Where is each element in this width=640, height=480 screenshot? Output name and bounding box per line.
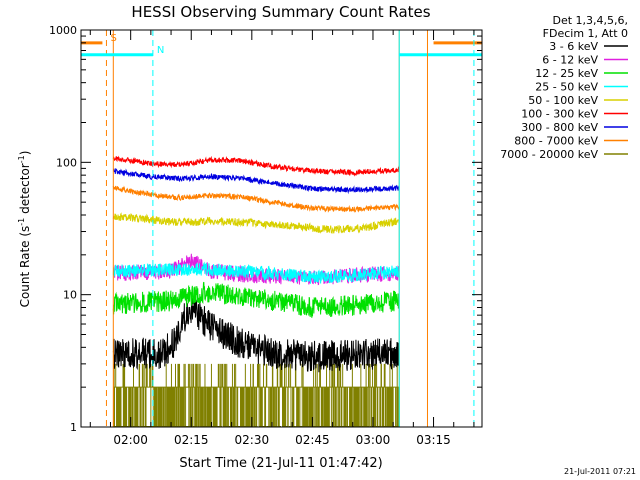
y-tick-label: 10 — [63, 289, 77, 302]
x-axis-label: Start Time (21-Jul-11 01:47:42) — [179, 456, 382, 471]
series-layer — [112, 155, 400, 427]
chart-title: HESSI Observing Summary Count Rates — [131, 3, 430, 21]
legend-entry-3-6-kev: 3 - 6 keV — [549, 40, 628, 53]
series-100-300-kev — [112, 155, 400, 177]
legend-label: 3 - 6 keV — [549, 40, 598, 53]
x-tick-label: 02:45 — [295, 433, 330, 447]
series-trace — [112, 185, 400, 213]
legend-entry-7000-20000-kev: 7000 - 20000 keV — [500, 148, 628, 161]
footer-date: 21-Jul-2011 07:21 — [564, 467, 636, 476]
x-tick-label: 02:00 — [113, 433, 148, 447]
plot-frame — [80, 29, 483, 428]
legend-entry-100-300-kev: 100 - 300 keV — [521, 108, 628, 121]
x-tick-label: 02:15 — [174, 433, 209, 447]
series-trace — [112, 261, 400, 284]
legend-header-2: FDecim 1, Att 0 — [543, 27, 628, 40]
legend-entry-25-50-kev: 25 - 50 keV — [535, 81, 628, 94]
x-tick-label: 03:15 — [416, 433, 451, 447]
legend-entry-6-12-kev: 6 - 12 keV — [542, 54, 628, 67]
legend-label: 100 - 300 keV — [521, 108, 598, 121]
legend-label: 300 - 800 keV — [521, 121, 598, 134]
series-3-6-kev — [112, 295, 400, 373]
y-axis-label-mid: detector — [18, 163, 32, 218]
legend-entry-50-100-kev: 50 - 100 keV — [528, 94, 628, 107]
x-tick-label: 02:30 — [235, 433, 270, 447]
series-trace — [112, 167, 400, 195]
y-axis-label-sup1: -1 — [17, 218, 26, 226]
legend-label: 12 - 25 keV — [535, 67, 598, 80]
series-12-25-kev — [112, 281, 400, 318]
legend-entry-12-25-kev: 12 - 25 keV — [535, 67, 628, 80]
legend-label: 6 - 12 keV — [542, 54, 598, 67]
series-trace — [112, 212, 400, 234]
y-tick-label: 1 — [70, 421, 77, 434]
annotation-marker — [398, 30, 482, 427]
overlay-layer: SN — [80, 29, 483, 427]
series-25-50-kev — [112, 261, 400, 284]
axis-layer: 1 10 100 1000 02:00 02:15 02:30 02:45 03:00 03:15 — [49, 24, 482, 447]
series-50-100-kev — [112, 212, 400, 234]
y-tick-label: 100 — [56, 156, 77, 169]
y-axis-label-main: Count Rate (s — [18, 226, 32, 308]
legend-entry-300-800-kev: 300 - 800 keV — [521, 121, 628, 134]
legend-label: 50 - 100 keV — [528, 94, 598, 107]
legend-label: 800 - 7000 keV — [514, 135, 598, 148]
annotation-label: N — [157, 45, 164, 56]
series-trace — [112, 295, 400, 373]
legend-label: 7000 - 20000 keV — [500, 148, 598, 161]
y-axis-label: Count Rate (s-1 detector-1) — [17, 151, 32, 308]
y-axis-label-end: ) — [18, 151, 32, 156]
x-tick-label: 03:00 — [356, 433, 391, 447]
annotation-n: N — [81, 30, 164, 427]
series-trace — [112, 155, 400, 177]
legend-label: 25 - 50 keV — [535, 81, 598, 94]
annotation-label: S — [110, 33, 116, 44]
series-trace — [112, 281, 400, 318]
legend: Det 1,3,4,5,6, FDecim 1, Att 0 3 - 6 keV… — [500, 14, 628, 161]
series-800-7000-kev — [112, 185, 400, 213]
y-tick-label: 1000 — [49, 24, 77, 37]
y-axis-label-sup2: -1 — [17, 155, 26, 163]
series-300-800-kev — [112, 167, 400, 195]
legend-header-1: Det 1,3,4,5,6, — [552, 14, 628, 27]
legend-entry-800-7000-kev: 800 - 7000 keV — [514, 135, 628, 148]
